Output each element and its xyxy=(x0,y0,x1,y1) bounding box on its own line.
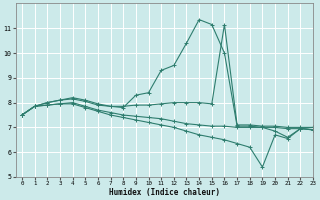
X-axis label: Humidex (Indice chaleur): Humidex (Indice chaleur) xyxy=(109,188,220,197)
